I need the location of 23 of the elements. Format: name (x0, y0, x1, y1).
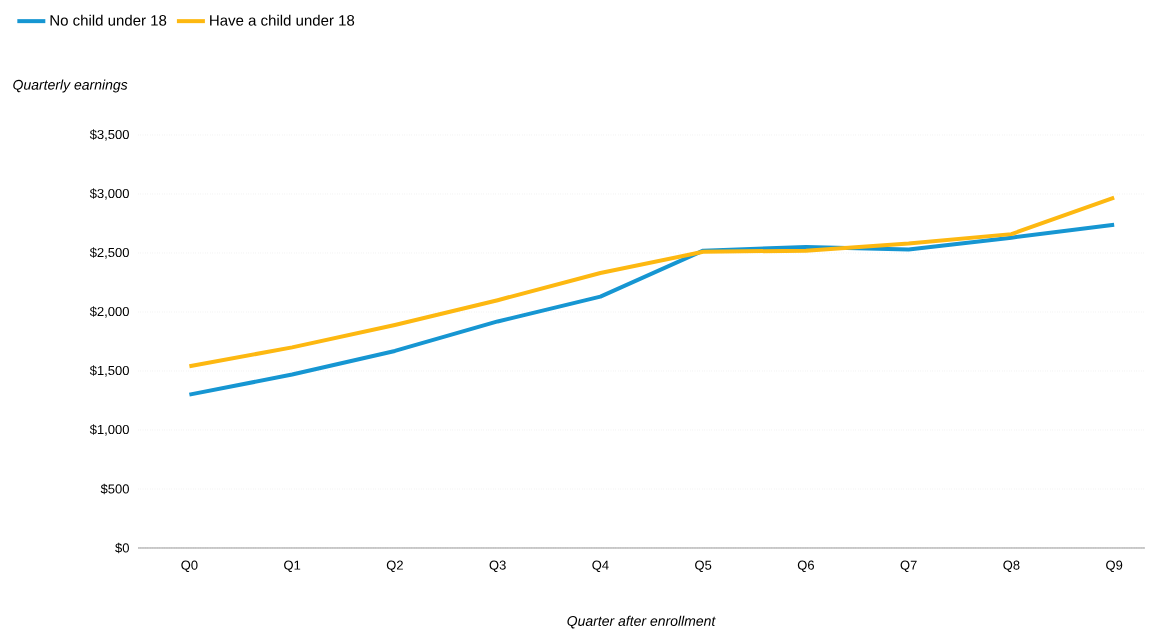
x-tick-label: Q4 (592, 560, 609, 573)
x-tick-label: Q8 (1003, 560, 1020, 573)
y-tick-label: $3,000 (89, 188, 129, 200)
y-tick-label: $1,000 (89, 424, 129, 436)
x-tick-label: Q1 (284, 560, 301, 573)
x-tick-label: Q2 (386, 560, 403, 573)
x-tick-label: Q7 (900, 560, 917, 573)
y-tick-label: $1,500 (89, 365, 129, 377)
y-tick-label: $2,500 (89, 247, 129, 259)
line-series (187, 195, 1117, 369)
y-tick-label: $2,000 (89, 306, 129, 318)
y-tick-label: $0 (115, 542, 129, 554)
x-tick-label: Q5 (695, 560, 712, 573)
legend-label: Have a child under 18 (210, 14, 355, 26)
x-tick-label: Q0 (181, 560, 198, 573)
x-tick-label: Q3 (489, 560, 506, 573)
x-axis-title: Quarter after enrollment (567, 615, 716, 629)
y-tick-label: $500 (100, 483, 129, 495)
x-tick-label: Q9 (1106, 560, 1123, 573)
y-tick-label: $3,500 (89, 129, 129, 141)
x-tick-label: Q6 (797, 560, 815, 573)
y-axis-title: Quarterly earnings (13, 79, 128, 93)
legend-label: No child under 18 (50, 14, 167, 26)
